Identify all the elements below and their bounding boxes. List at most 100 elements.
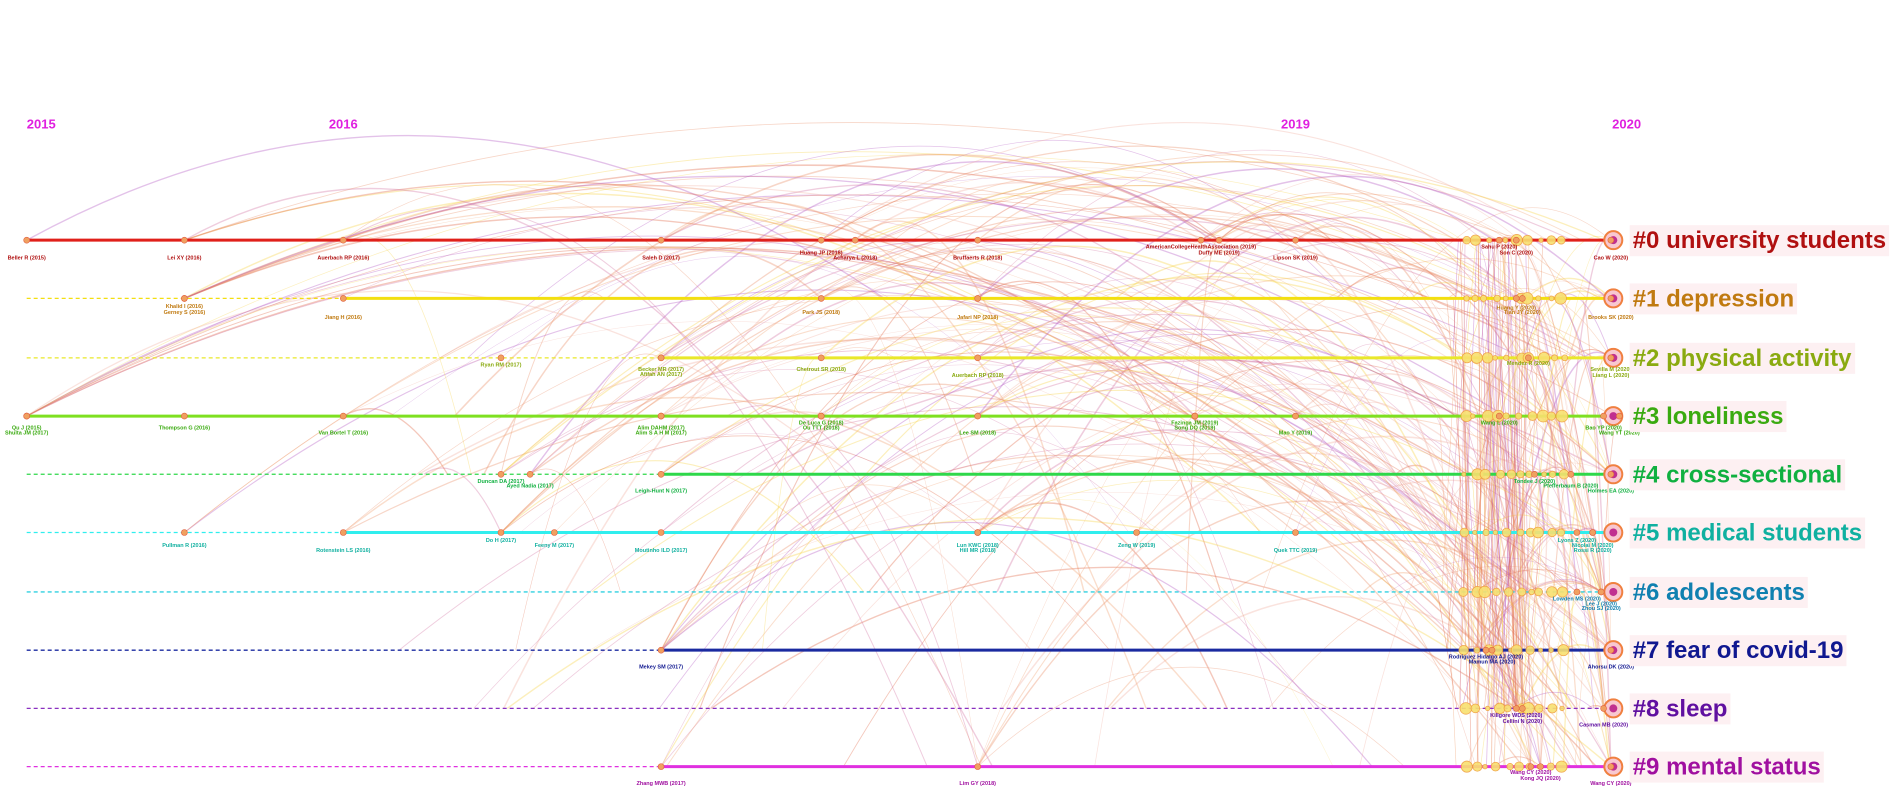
citation-link	[1520, 298, 1534, 475]
node	[1133, 529, 1140, 536]
node	[1607, 763, 1615, 770]
node-label: Jiang H (2016)	[325, 315, 362, 321]
citation-arc	[418, 338, 1612, 651]
cluster-label-bg	[1629, 576, 1808, 608]
citation-arc	[1109, 595, 1493, 709]
cluster-label-bg	[1629, 283, 1798, 315]
citation-arc	[390, 175, 1517, 417]
citation-arc	[821, 167, 1557, 417]
citation-arc	[184, 289, 1531, 593]
citation-arc	[660, 430, 1501, 767]
citation-arc	[500, 435, 1110, 651]
node	[1546, 235, 1557, 245]
node-label: Mendez R (2020)	[1507, 361, 1550, 367]
citation-link	[1518, 298, 1521, 592]
citation-arc	[529, 336, 1353, 534]
citation-arc	[821, 347, 896, 359]
node	[339, 295, 347, 302]
citation-arc	[1480, 294, 1612, 767]
citation-arc	[184, 193, 1492, 533]
node	[1502, 412, 1510, 420]
citation-link	[1488, 357, 1496, 533]
citation-arc	[1051, 410, 1523, 709]
node	[1556, 528, 1566, 537]
node	[1607, 354, 1615, 362]
node	[23, 236, 30, 244]
citation-link	[1500, 240, 1507, 299]
citation-links	[26, 122, 1620, 768]
node	[1567, 470, 1575, 478]
node	[1458, 644, 1469, 656]
node-label: Kong JQ (2020)	[1520, 776, 1561, 782]
node-label: Saleh D (2017)	[642, 256, 680, 262]
node	[1528, 588, 1535, 596]
node	[497, 470, 505, 478]
citation-arc	[1526, 277, 1612, 299]
citation-arc	[343, 391, 1520, 593]
node-label: Shulta JM (2017)	[5, 430, 49, 436]
citation-link	[1511, 532, 1524, 709]
citation-arc	[658, 333, 1535, 709]
node	[1481, 352, 1494, 364]
node-label: Zhou SJ (2020)	[1582, 606, 1621, 612]
citation-arc	[184, 216, 1597, 768]
node	[657, 529, 665, 536]
node	[1600, 412, 1607, 420]
node	[1469, 234, 1482, 246]
node-label: Jafari NP (2018)	[957, 315, 998, 321]
citation-arc	[343, 184, 982, 767]
node-label: Feeny M (2017)	[535, 543, 575, 549]
citation-link	[1495, 416, 1500, 592]
citation-arc	[454, 153, 1220, 417]
citation-arc	[660, 383, 1031, 651]
node	[1534, 587, 1543, 597]
node	[1573, 588, 1581, 596]
citation-link	[1477, 357, 1498, 417]
citation-arc	[423, 467, 502, 533]
citation-arc	[977, 176, 1566, 651]
node	[817, 354, 825, 362]
node	[1547, 527, 1557, 538]
citation-arc	[1498, 290, 1601, 417]
node	[1609, 528, 1618, 537]
citation-link	[1476, 357, 1483, 767]
node-label: Acharya L (2018)	[833, 256, 877, 262]
citation-arc	[500, 291, 605, 475]
node	[1482, 529, 1490, 537]
year-label: 2015	[27, 117, 56, 132]
citation-arc	[977, 480, 1578, 709]
node	[1607, 646, 1615, 654]
citation-arc	[500, 206, 1483, 533]
node	[1546, 411, 1556, 421]
citation-arc	[1268, 565, 1602, 709]
citation-arc	[660, 351, 1530, 651]
citation-arc	[1459, 588, 1532, 767]
node	[1486, 237, 1493, 244]
citation-arc	[820, 286, 975, 475]
citation-arc	[1467, 518, 1612, 767]
citation-arc	[1194, 307, 1578, 417]
node	[1479, 468, 1491, 480]
citation-arc	[1395, 464, 1517, 709]
citation-arc	[184, 184, 1571, 767]
citation-link	[1524, 357, 1531, 767]
node-label: Auerbach RP (2018)	[952, 373, 1004, 379]
node-label: Hill MR (2018)	[960, 548, 996, 554]
node	[1548, 647, 1554, 653]
citation-arc	[1521, 580, 1602, 593]
citation-arc	[1295, 479, 1597, 534]
citation-arc	[520, 433, 978, 533]
citation-arc	[1487, 288, 1612, 359]
citation-arc	[500, 349, 1468, 651]
citation-arc	[660, 201, 1147, 709]
citation-link	[1455, 240, 1464, 299]
node	[497, 354, 505, 362]
citation-arc	[1531, 238, 1612, 651]
node	[339, 412, 347, 420]
citation-arc	[26, 246, 1578, 593]
citation-arc	[796, 425, 1296, 533]
node	[1488, 646, 1496, 654]
citation-arc	[529, 185, 1534, 475]
node	[1597, 588, 1605, 596]
node	[1541, 471, 1547, 478]
